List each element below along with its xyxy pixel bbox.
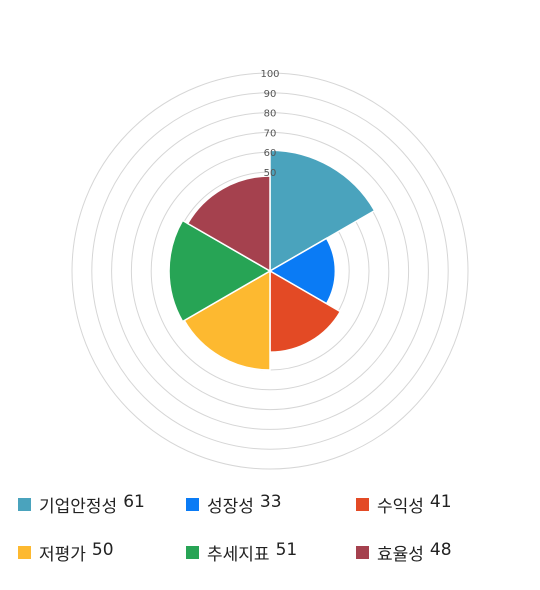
radial-tick-labels: 50 60 70 80 90 100 xyxy=(260,69,279,179)
legend-swatch xyxy=(18,498,31,511)
tick-label: 90 xyxy=(264,89,277,100)
legend-label: 추세지표 xyxy=(207,545,270,565)
legend-swatch xyxy=(186,546,199,559)
legend-swatch xyxy=(356,498,369,511)
legend-label: 효율성 xyxy=(377,545,424,565)
legend-item: 효율성 48 xyxy=(356,540,452,565)
tick-label: 100 xyxy=(260,69,279,80)
legend-value: 48 xyxy=(429,540,452,560)
tick-label: 70 xyxy=(264,128,277,139)
tick-label: 50 xyxy=(264,168,277,179)
legend-label: 저평가 xyxy=(39,545,86,565)
legend-swatch xyxy=(186,498,199,511)
grid-ring xyxy=(91,92,449,450)
tick-label: 60 xyxy=(264,148,277,159)
grid-ring xyxy=(71,72,469,470)
legend-value: 61 xyxy=(123,492,145,512)
grid-ring xyxy=(130,131,410,411)
slice-5 xyxy=(168,219,272,323)
legend-value: 51 xyxy=(275,540,298,560)
legend-value: 50 xyxy=(91,540,114,560)
slice-6 xyxy=(186,175,271,273)
polar-area-chart: 50 60 70 80 90 100 xyxy=(71,69,469,470)
slice-4 xyxy=(183,269,271,371)
legend-value: 33 xyxy=(259,492,282,512)
legend-item: 수익성 41 xyxy=(356,492,452,517)
legend-label: 수익성 xyxy=(377,497,424,517)
legend-value: 41 xyxy=(429,492,452,512)
slice-3 xyxy=(269,269,342,353)
legend-item: 저평가 50 xyxy=(18,540,114,565)
legend-label: 성장성 xyxy=(207,497,254,517)
tick-label: 80 xyxy=(264,109,277,120)
slice-2 xyxy=(268,237,337,305)
legend-item: 성장성 33 xyxy=(186,492,282,517)
grid-ring xyxy=(111,112,429,430)
legend-swatch xyxy=(18,546,31,559)
legend-label: 기업안정성 xyxy=(39,497,118,517)
legend-item: 추세지표 51 xyxy=(186,540,297,565)
chart-slices xyxy=(168,149,376,371)
slice-1 xyxy=(269,149,376,273)
legend-item: 기업안정성 61 xyxy=(18,492,145,517)
legend-swatch xyxy=(356,546,369,559)
